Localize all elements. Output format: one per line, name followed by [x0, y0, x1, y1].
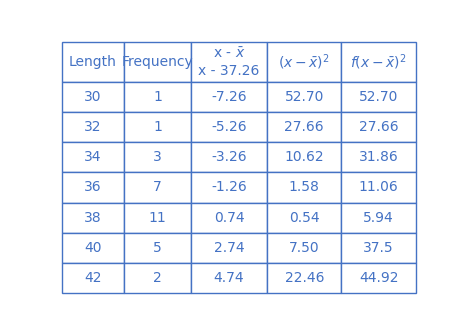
Bar [62, 172, 124, 203]
Text: x - $\bar{x}$: x - $\bar{x}$ [213, 46, 245, 61]
Bar [62, 82, 124, 112]
Bar [342, 42, 416, 82]
Bar [191, 142, 267, 172]
Bar [191, 263, 267, 293]
Text: 10.62: 10.62 [284, 150, 324, 164]
Text: 27.66: 27.66 [359, 120, 398, 134]
Bar [342, 112, 416, 142]
Bar [124, 233, 191, 263]
Bar [124, 263, 191, 293]
Text: 32: 32 [84, 120, 102, 134]
Bar [62, 42, 124, 82]
Bar [342, 203, 416, 233]
Bar [342, 82, 416, 112]
Text: Length: Length [69, 55, 117, 69]
Bar [267, 42, 342, 82]
Bar [267, 142, 342, 172]
Bar [191, 42, 267, 82]
Text: 40: 40 [84, 241, 102, 255]
Text: 42: 42 [84, 271, 102, 285]
Bar [62, 203, 124, 233]
Text: 7: 7 [153, 181, 162, 195]
Text: 0.54: 0.54 [289, 210, 320, 225]
Bar [267, 112, 342, 142]
Text: 52.70: 52.70 [285, 90, 324, 104]
Text: Frequency: Frequency [122, 55, 193, 69]
Text: 2: 2 [153, 271, 162, 285]
Text: $f(x - \bar{x})^2$: $f(x - \bar{x})^2$ [350, 52, 407, 72]
Bar [124, 142, 191, 172]
Bar [267, 172, 342, 203]
Text: -1.26: -1.26 [211, 181, 247, 195]
Text: 36: 36 [84, 181, 102, 195]
Text: -7.26: -7.26 [211, 90, 247, 104]
Bar [62, 142, 124, 172]
Text: 3: 3 [153, 150, 162, 164]
Bar [191, 233, 267, 263]
Bar [62, 233, 124, 263]
Text: 38: 38 [84, 210, 102, 225]
Bar [191, 203, 267, 233]
Bar [342, 233, 416, 263]
Text: 4.74: 4.74 [214, 271, 244, 285]
Bar [342, 172, 416, 203]
Text: 1: 1 [153, 90, 162, 104]
Text: 31.86: 31.86 [359, 150, 398, 164]
Bar [191, 82, 267, 112]
Bar [342, 263, 416, 293]
Text: -3.26: -3.26 [211, 150, 247, 164]
Bar [267, 203, 342, 233]
Text: 7.50: 7.50 [289, 241, 320, 255]
Bar [191, 172, 267, 203]
Bar [267, 263, 342, 293]
Bar [124, 42, 191, 82]
Bar [62, 112, 124, 142]
Text: 1: 1 [153, 120, 162, 134]
Bar [124, 203, 191, 233]
Bar [124, 112, 191, 142]
Text: 27.66: 27.66 [284, 120, 324, 134]
Text: 2.74: 2.74 [214, 241, 244, 255]
Text: 5: 5 [153, 241, 162, 255]
Bar [191, 112, 267, 142]
Text: 22.46: 22.46 [285, 271, 324, 285]
Text: -5.26: -5.26 [211, 120, 247, 134]
Bar [342, 142, 416, 172]
Text: 52.70: 52.70 [359, 90, 398, 104]
Text: 11.06: 11.06 [359, 181, 398, 195]
Text: 5.94: 5.94 [363, 210, 394, 225]
Bar [124, 82, 191, 112]
Text: 0.74: 0.74 [214, 210, 244, 225]
Text: 34: 34 [84, 150, 102, 164]
Bar [124, 172, 191, 203]
Bar [267, 233, 342, 263]
Text: x - 37.26: x - 37.26 [199, 64, 260, 78]
Bar [267, 82, 342, 112]
Text: 11: 11 [149, 210, 166, 225]
Text: 30: 30 [84, 90, 102, 104]
Text: $(x - \bar{x})^2$: $(x - \bar{x})^2$ [279, 52, 330, 72]
Text: 44.92: 44.92 [359, 271, 398, 285]
Text: 37.5: 37.5 [363, 241, 394, 255]
Bar [62, 263, 124, 293]
Text: 1.58: 1.58 [289, 181, 320, 195]
